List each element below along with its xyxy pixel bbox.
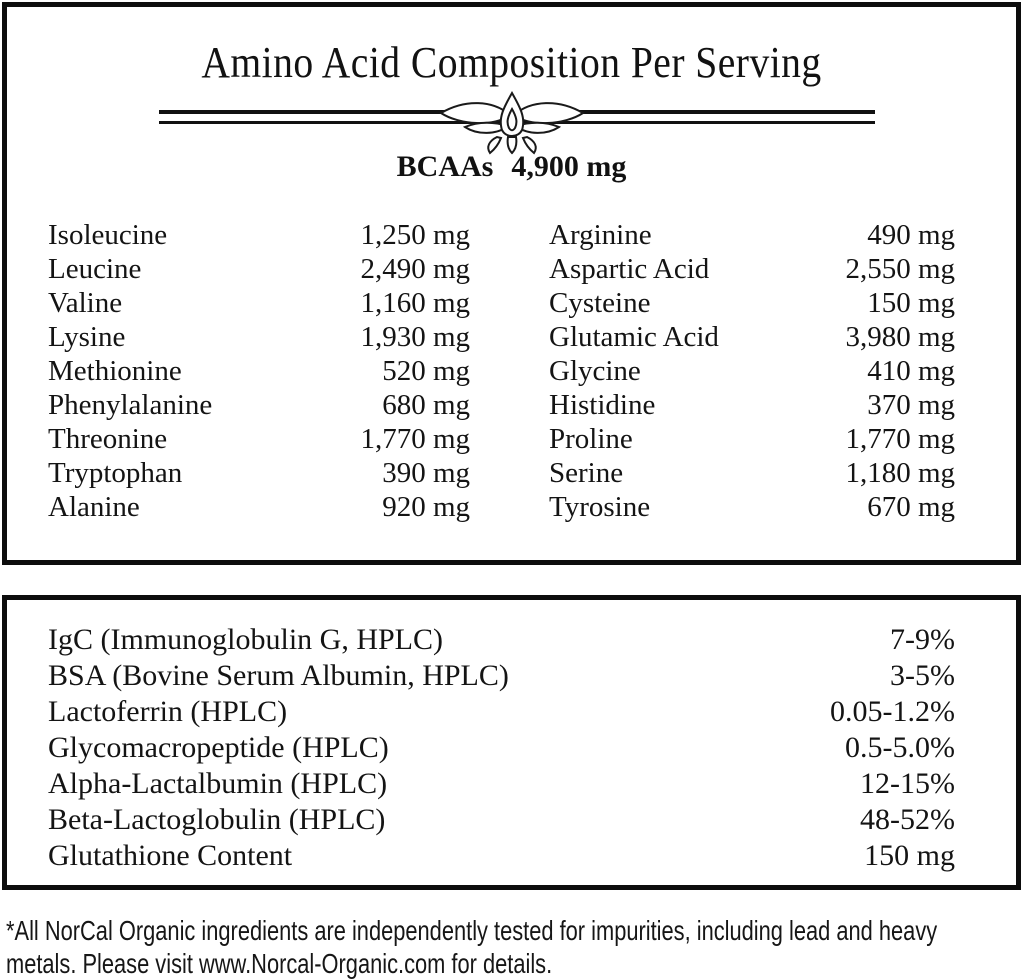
amino-value: 2,490 mg <box>360 253 470 285</box>
amino-name: Arginine <box>549 219 652 251</box>
amino-value: 3,980 mg <box>845 321 955 353</box>
amino-value: 1,160 mg <box>360 287 470 319</box>
table-row: Serine 1,180 mg <box>549 456 955 490</box>
bcaa-value: 4,900 mg <box>511 150 627 183</box>
amino-name: Phenylalanine <box>48 389 213 421</box>
lotus-ornament-icon <box>439 91 585 155</box>
table-row: Aspartic Acid 2,550 mg <box>549 252 955 286</box>
amino-name: Threonine <box>48 423 168 455</box>
amino-name: Alanine <box>48 491 140 523</box>
table-row: Proline 1,770 mg <box>549 422 955 456</box>
table-row: Leucine 2,490 mg <box>48 252 470 286</box>
protein-fractions-panel: IgC (Immunoglobulin G, HPLC) 7-9% BSA (B… <box>2 595 1021 890</box>
table-row: Lysine 1,930 mg <box>48 320 470 354</box>
amino-value: 920 mg <box>382 491 470 523</box>
amino-name: Cysteine <box>549 287 651 319</box>
amino-value: 150 mg <box>867 287 955 319</box>
fraction-value: 7-9% <box>890 623 955 656</box>
table-row: Glycomacropeptide (HPLC) 0.5-5.0% <box>48 730 955 766</box>
amino-name: Glycine <box>549 355 641 387</box>
amino-value: 1,250 mg <box>360 219 470 251</box>
amino-value: 390 mg <box>382 457 470 489</box>
table-row: Alpha-Lactalbumin (HPLC) 12-15% <box>48 766 955 802</box>
amino-name: Serine <box>549 457 624 489</box>
amino-value: 1,770 mg <box>360 423 470 455</box>
table-row: BSA (Bovine Serum Albumin, HPLC) 3-5% <box>48 658 955 694</box>
table-row: Glutathione Content 150 mg <box>48 838 955 874</box>
amino-value: 490 mg <box>867 219 955 251</box>
amino-value: 680 mg <box>382 389 470 421</box>
fraction-name: Glutathione Content <box>48 839 293 872</box>
amino-name: Lysine <box>48 321 126 353</box>
table-row: Tryptophan 390 mg <box>48 456 470 490</box>
table-row: Beta-Lactoglobulin (HPLC) 48-52% <box>48 802 955 838</box>
table-row: Alanine 920 mg <box>48 490 470 524</box>
amino-name: Tyrosine <box>549 491 651 523</box>
amino-value: 1,770 mg <box>845 423 955 455</box>
fraction-value: 150 mg <box>864 839 955 872</box>
amino-right-column: Arginine 490 mg Aspartic Acid 2,550 mg C… <box>549 218 955 524</box>
amino-name: Methionine <box>48 355 182 387</box>
fraction-name: BSA (Bovine Serum Albumin, HPLC) <box>48 659 509 692</box>
amino-name: Isoleucine <box>48 219 168 251</box>
amino-name: Valine <box>48 287 123 319</box>
table-row: Threonine 1,770 mg <box>48 422 470 456</box>
amino-name: Leucine <box>48 253 142 285</box>
page-title: Amino Acid Composition Per Serving <box>201 38 822 87</box>
table-row: Cysteine 150 mg <box>549 286 955 320</box>
table-row: Tyrosine 670 mg <box>549 490 955 524</box>
fraction-name: Alpha-Lactalbumin (HPLC) <box>48 767 388 800</box>
amino-value: 370 mg <box>867 389 955 421</box>
amino-value: 2,550 mg <box>845 253 955 285</box>
amino-left-column: Isoleucine 1,250 mg Leucine 2,490 mg Val… <box>48 218 470 524</box>
fraction-value: 12-15% <box>860 767 955 800</box>
fraction-name: IgC (Immunoglobulin G, HPLC) <box>48 623 443 656</box>
amino-acid-panel: Amino Acid Composition Per Serving BCAAs… <box>2 2 1021 565</box>
amino-name: Histidine <box>549 389 656 421</box>
fraction-value: 0.5-5.0% <box>845 731 955 764</box>
fraction-value: 48-52% <box>860 803 955 836</box>
amino-name: Tryptophan <box>48 457 183 489</box>
table-row: Methionine 520 mg <box>48 354 470 388</box>
amino-name: Glutamic Acid <box>549 321 719 353</box>
amino-name: Proline <box>549 423 633 455</box>
amino-acid-table: Isoleucine 1,250 mg Leucine 2,490 mg Val… <box>48 218 955 524</box>
amino-value: 1,930 mg <box>360 321 470 353</box>
table-row: Histidine 370 mg <box>549 388 955 422</box>
fraction-name: Beta-Lactoglobulin (HPLC) <box>48 803 386 836</box>
table-row: Phenylalanine 680 mg <box>48 388 470 422</box>
bcaa-label: BCAAs <box>396 150 494 183</box>
table-row: Isoleucine 1,250 mg <box>48 218 470 252</box>
table-row: Glutamic Acid 3,980 mg <box>549 320 955 354</box>
amino-value: 1,180 mg <box>845 457 955 489</box>
amino-value: 670 mg <box>867 491 955 523</box>
fraction-value: 0.05-1.2% <box>830 695 955 728</box>
footnote-line-1: *All NorCal Organic ingredients are inde… <box>6 915 938 946</box>
fraction-value: 3-5% <box>890 659 955 692</box>
table-row: Lactoferrin (HPLC) 0.05-1.2% <box>48 694 955 730</box>
table-row: Valine 1,160 mg <box>48 286 470 320</box>
amino-value: 410 mg <box>867 355 955 387</box>
fraction-name: Glycomacropeptide (HPLC) <box>48 731 389 764</box>
bcaa-total: BCAAs 4,900 mg <box>7 150 1016 184</box>
footnote-line-2: metals. Please visit www.Norcal-Organic.… <box>6 948 553 979</box>
table-row: Glycine 410 mg <box>549 354 955 388</box>
fraction-list: IgC (Immunoglobulin G, HPLC) 7-9% BSA (B… <box>48 622 955 874</box>
table-row: IgC (Immunoglobulin G, HPLC) 7-9% <box>48 622 955 658</box>
fraction-name: Lactoferrin (HPLC) <box>48 695 288 728</box>
amino-value: 520 mg <box>382 355 470 387</box>
amino-name: Aspartic Acid <box>549 253 710 285</box>
table-row: Arginine 490 mg <box>549 218 955 252</box>
footnote: *All NorCal Organic ingredients are inde… <box>6 914 1024 980</box>
